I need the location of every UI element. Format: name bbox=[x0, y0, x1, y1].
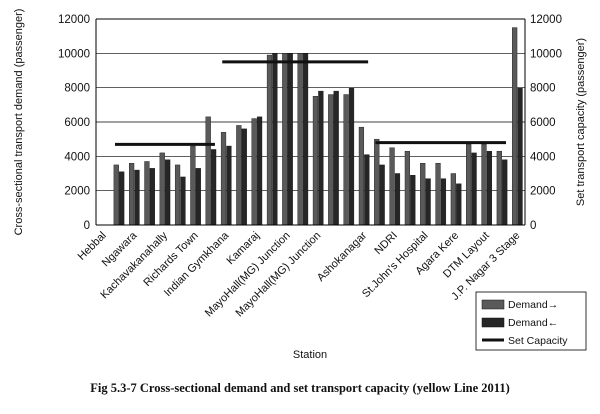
y-tick-label-right: 10000 bbox=[530, 48, 562, 60]
bar-demand-forward bbox=[343, 94, 349, 226]
bar-demand-forward bbox=[420, 162, 426, 226]
left-axis-label: Cross-sectional transport demand (passen… bbox=[13, 9, 25, 236]
legend-label-demand-backward: Demand← bbox=[508, 317, 558, 329]
bar-demand-backward bbox=[134, 169, 140, 226]
bar-demand-forward bbox=[512, 27, 518, 226]
bar-demand-forward bbox=[266, 54, 273, 226]
y-tick-label-left: 2000 bbox=[64, 186, 90, 198]
bar-demand-forward bbox=[159, 152, 165, 226]
bar-demand-backward bbox=[379, 164, 385, 226]
y-tick-label-right: 0 bbox=[530, 220, 536, 232]
y-tick-label-right: 8000 bbox=[530, 83, 556, 95]
bars-layer bbox=[113, 27, 523, 226]
bar-demand-forward bbox=[312, 96, 319, 226]
bar-demand-forward bbox=[450, 173, 456, 226]
y-tick-label-right: 2000 bbox=[530, 186, 556, 198]
y-tick-label-right: 4000 bbox=[530, 151, 556, 163]
y-tick-label-left: 12000 bbox=[58, 14, 90, 26]
bar-demand-backward bbox=[149, 168, 155, 226]
bar-demand-backward bbox=[302, 53, 309, 226]
bar-demand-forward bbox=[190, 145, 196, 226]
bar-demand-backward bbox=[456, 183, 462, 226]
y-tick-label-left: 0 bbox=[84, 220, 90, 232]
bar-demand-backward bbox=[226, 145, 232, 226]
x-axis-label: Station bbox=[293, 349, 327, 361]
bar-demand-forward bbox=[205, 116, 211, 226]
y-tick-label-left: 10000 bbox=[58, 48, 90, 60]
bar-demand-forward bbox=[374, 138, 380, 226]
y-tick-label-right: 6000 bbox=[530, 117, 556, 129]
bar-demand-backward bbox=[410, 175, 416, 226]
capacity-layer bbox=[114, 60, 507, 146]
bar-demand-backward bbox=[348, 87, 355, 226]
figure-caption: Fig 5.3-7 Cross-sectional demand and set… bbox=[90, 381, 510, 395]
bar-demand-backward bbox=[195, 168, 201, 226]
bar-demand-forward bbox=[466, 144, 472, 226]
bar-demand-backward bbox=[180, 176, 186, 226]
bar-demand-forward bbox=[144, 161, 150, 226]
x-tick-label: Ashokanagar bbox=[315, 229, 370, 284]
bar-demand-backward bbox=[241, 128, 247, 226]
left-tick-labels: 0 2000 4000 6000 8000 10000 12000 bbox=[58, 14, 90, 232]
legend-swatch-demand-forward bbox=[481, 299, 505, 310]
bar-demand-forward bbox=[282, 53, 288, 226]
chart: 0 2000 4000 6000 8000 10000 12000 0 2000 4000 600… bbox=[13, 9, 587, 361]
bar-demand-forward bbox=[174, 164, 181, 226]
bar-demand-forward bbox=[404, 150, 410, 226]
bar-demand-forward bbox=[435, 162, 441, 226]
bar-demand-forward bbox=[328, 94, 334, 226]
legend: Demand→ Demand← Set Capacity bbox=[475, 291, 587, 351]
right-axis-label: Set transport capacity (passenger) bbox=[575, 38, 587, 206]
bar-demand-backward bbox=[211, 149, 217, 226]
bar-demand-backward bbox=[425, 178, 431, 226]
legend-swatch-demand-backward bbox=[481, 317, 505, 328]
y-tick-label-right: 12000 bbox=[530, 14, 562, 26]
bar-demand-forward bbox=[358, 126, 365, 226]
bar-demand-forward bbox=[129, 162, 135, 226]
bar-demand-forward bbox=[113, 164, 119, 226]
bar-demand-backward bbox=[364, 154, 370, 226]
bar-demand-backward bbox=[394, 173, 401, 226]
legend-label-demand-forward: Demand→ bbox=[508, 299, 558, 311]
bar-demand-forward bbox=[220, 132, 227, 226]
y-tick-label-left: 6000 bbox=[64, 117, 90, 129]
bar-demand-forward bbox=[236, 125, 242, 226]
bar-demand-forward bbox=[251, 118, 257, 226]
bar-demand-backward bbox=[502, 159, 508, 226]
bar-demand-backward bbox=[119, 171, 125, 226]
y-tick-label-left: 4000 bbox=[64, 151, 90, 163]
bar-demand-forward bbox=[496, 150, 502, 226]
legend-label-capacity: Set Capacity bbox=[508, 335, 568, 347]
bar-demand-forward bbox=[297, 53, 303, 226]
bar-demand-backward bbox=[165, 159, 171, 226]
bar-demand-forward bbox=[389, 147, 395, 226]
bar-demand-forward bbox=[481, 144, 487, 226]
bar-demand-backward bbox=[440, 178, 447, 226]
x-tick-label: NDRI bbox=[372, 230, 399, 257]
bar-demand-backward bbox=[333, 90, 339, 226]
bar-demand-backward bbox=[471, 152, 477, 226]
bar-demand-backward bbox=[287, 53, 293, 226]
bar-demand-backward bbox=[272, 53, 278, 226]
bar-demand-backward bbox=[256, 116, 263, 226]
y-tick-label-left: 8000 bbox=[64, 83, 90, 95]
bar-demand-backward bbox=[517, 87, 523, 226]
right-tick-labels: 0 2000 4000 6000 8000 10000 12000 bbox=[530, 14, 562, 232]
bar-demand-backward bbox=[318, 90, 324, 226]
bar-demand-backward bbox=[486, 150, 492, 226]
